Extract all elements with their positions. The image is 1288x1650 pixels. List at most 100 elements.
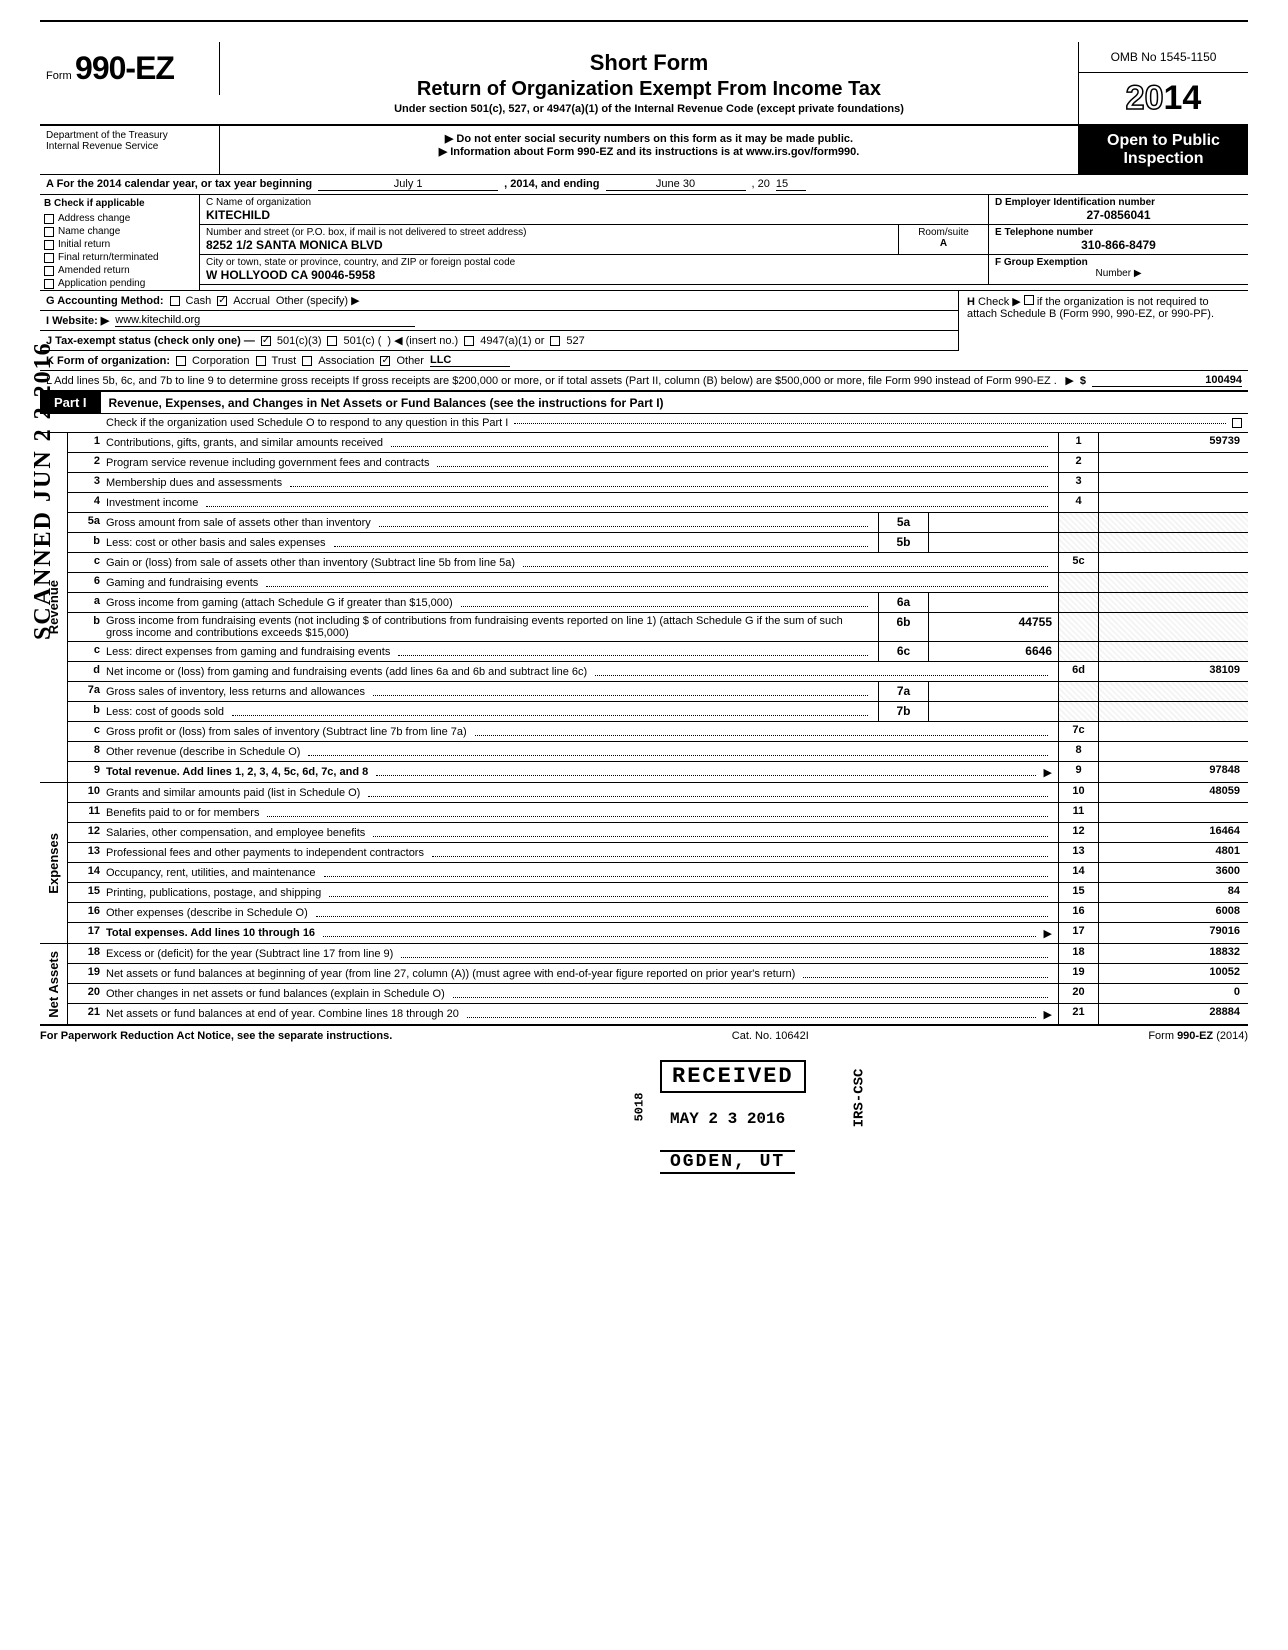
numcol-shade-5a <box>1058 513 1098 532</box>
valcol-17[interactable]: 79016 <box>1098 923 1248 943</box>
valcol-shade-5a <box>1098 513 1248 532</box>
numcol-13: 13 <box>1058 843 1098 862</box>
valcol-16[interactable]: 6008 <box>1098 903 1248 922</box>
lbl-initial-return: Initial return <box>58 239 110 250</box>
line-a: A For the 2014 calendar year, or tax yea… <box>40 175 1248 195</box>
telephone[interactable]: 310-866-8479 <box>995 238 1242 252</box>
chk-final-return[interactable] <box>44 253 54 263</box>
chk-accrual[interactable] <box>217 296 227 306</box>
other-org-val[interactable]: LLC <box>430 354 510 367</box>
valcol-shade-7a <box>1098 682 1248 701</box>
valcol-12[interactable]: 16464 <box>1098 823 1248 842</box>
chk-name-change[interactable] <box>44 227 54 237</box>
i-label: I Website: ▶ <box>46 314 109 327</box>
line-desc-c: Less: direct expenses from gaming and fu… <box>104 642 878 661</box>
lbl-other-method: Other (specify) ▶ <box>276 294 360 307</box>
received-stamp: RECEIVED <box>660 1060 806 1093</box>
chk-application-pending[interactable] <box>44 279 54 289</box>
tax-year-end-yr[interactable]: 15 <box>776 178 806 191</box>
side-expenses: Expenses <box>40 783 68 943</box>
valcol-20[interactable]: 0 <box>1098 984 1248 1003</box>
chk-association[interactable] <box>302 356 312 366</box>
lbl-501c3: 501(c)(3) <box>277 335 322 347</box>
valcol-18[interactable]: 18832 <box>1098 944 1248 963</box>
numcol-8: 8 <box>1058 742 1098 761</box>
valcol-11[interactable] <box>1098 803 1248 822</box>
subline-val-6b[interactable]: 44755 <box>928 613 1058 641</box>
part1-check-text: Check if the organization used Schedule … <box>106 417 508 429</box>
chk-corporation[interactable] <box>176 356 186 366</box>
chk-501c[interactable] <box>327 336 337 346</box>
subline-val-5a[interactable] <box>928 513 1058 532</box>
city-state-zip[interactable]: W HOLLYOOD CA 90046-5958 <box>206 268 982 282</box>
chk-501c3[interactable] <box>261 336 271 346</box>
subline-val-6c[interactable]: 6646 <box>928 642 1058 661</box>
subline-val-6a[interactable] <box>928 593 1058 612</box>
valcol-4[interactable] <box>1098 493 1248 512</box>
subline-val-7a[interactable] <box>928 682 1058 701</box>
line-desc-17: Total expenses. Add lines 10 through 16▶ <box>104 923 1058 943</box>
room-suite[interactable]: A <box>905 238 982 249</box>
ein[interactable]: 27-0856041 <box>995 208 1242 222</box>
title-short-form: Short Form <box>230 50 1068 76</box>
subline-val-5b[interactable] <box>928 533 1058 552</box>
chk-527[interactable] <box>550 336 560 346</box>
line-no-20: 20 <box>68 984 104 1003</box>
line-no-4: 4 <box>68 493 104 512</box>
part1-header: Part I Revenue, Expenses, and Changes in… <box>40 391 1248 414</box>
line-no-10: 10 <box>68 783 104 802</box>
f-label: F Group Exemption <box>995 257 1242 268</box>
line-no-8: 8 <box>68 742 104 761</box>
numcol-3: 3 <box>1058 473 1098 492</box>
chk-schedule-o[interactable] <box>1232 418 1242 428</box>
numcol-4: 4 <box>1058 493 1098 512</box>
chk-initial-return[interactable] <box>44 240 54 250</box>
chk-other-org[interactable] <box>380 356 390 366</box>
chk-4947[interactable] <box>464 336 474 346</box>
numcol-15: 15 <box>1058 883 1098 902</box>
valcol-c[interactable] <box>1098 553 1248 572</box>
gross-receipts[interactable]: 100494 <box>1092 374 1242 387</box>
valcol-1[interactable]: 59739 <box>1098 433 1248 452</box>
valcol-13[interactable]: 4801 <box>1098 843 1248 862</box>
line-no-c: c <box>68 642 104 661</box>
street-address[interactable]: 8252 1/2 SANTA MONICA BLVD <box>206 238 892 252</box>
tax-year-begin[interactable]: July 1 <box>318 178 498 191</box>
line-desc-6: Gaming and fundraising events <box>104 573 1058 592</box>
lbl-trust: Trust <box>272 355 297 367</box>
valcol-14[interactable]: 3600 <box>1098 863 1248 882</box>
valcol-c[interactable] <box>1098 722 1248 741</box>
chk-schedule-b[interactable] <box>1024 295 1034 305</box>
numcol-21: 21 <box>1058 1004 1098 1024</box>
valcol-9[interactable]: 97848 <box>1098 762 1248 782</box>
valcol-15[interactable]: 84 <box>1098 883 1248 902</box>
chk-amended-return[interactable] <box>44 266 54 276</box>
line-no-7a: 7a <box>68 682 104 701</box>
year-suffix: 14 <box>1164 79 1202 117</box>
org-name[interactable]: KITECHILD <box>206 208 982 222</box>
line-desc-c: Gross profit or (loss) from sales of inv… <box>104 722 1058 741</box>
valcol-2[interactable] <box>1098 453 1248 472</box>
line-no-c: c <box>68 722 104 741</box>
valcol-21[interactable]: 28884 <box>1098 1004 1248 1024</box>
line-no-b: b <box>68 533 104 552</box>
chk-cash[interactable] <box>170 296 180 306</box>
numcol-18: 18 <box>1058 944 1098 963</box>
valcol-8[interactable] <box>1098 742 1248 761</box>
numcol-20: 20 <box>1058 984 1098 1003</box>
page-footer: For Paperwork Reduction Act Notice, see … <box>40 1025 1248 1046</box>
chk-address-change[interactable] <box>44 214 54 224</box>
valcol-19[interactable]: 10052 <box>1098 964 1248 983</box>
valcol-10[interactable]: 48059 <box>1098 783 1248 802</box>
website[interactable]: www.kitechild.org <box>115 314 415 327</box>
line-no-12: 12 <box>68 823 104 842</box>
valcol-3[interactable] <box>1098 473 1248 492</box>
lbl-corporation: Corporation <box>192 355 249 367</box>
form-number: 990-EZ <box>75 50 174 86</box>
chk-trust[interactable] <box>256 356 266 366</box>
subline-val-7b[interactable] <box>928 702 1058 721</box>
valcol-d[interactable]: 38109 <box>1098 662 1248 681</box>
line-desc-1: Contributions, gifts, grants, and simila… <box>104 433 1058 452</box>
lbl-address-change: Address change <box>58 213 130 224</box>
tax-year-end[interactable]: June 30 <box>606 178 746 191</box>
